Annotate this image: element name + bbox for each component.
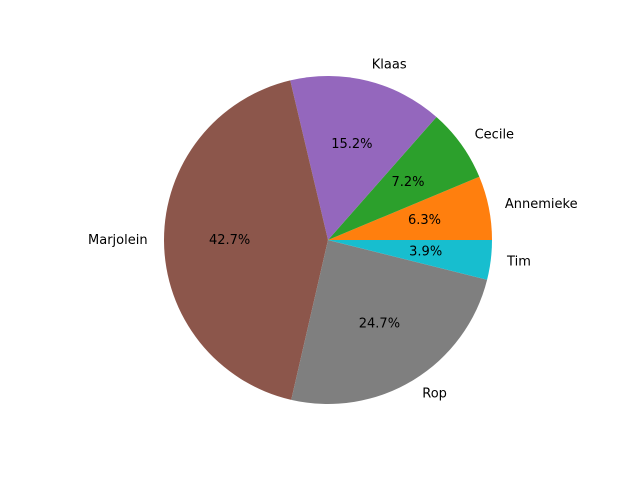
slice-percent-annemieke: 6.3% [408,213,441,228]
slice-percent-marjolein: 42.7% [209,233,250,248]
slice-percent-klaas: 15.2% [331,137,372,152]
pie-slice-klaas [290,76,437,241]
pie-labels: Annemieke 6.3% Cecile 7.2% Klaas 15.2% Marjole… [88,57,578,401]
pie-slice-rop [291,240,488,405]
slice-percent-cecile: 7.2% [391,175,424,190]
pie-slice-annemieke [328,176,492,240]
slice-label-marjolein: Marjolein [88,233,148,248]
slice-label-rop: Rop [422,386,447,401]
pie-slice-marjolein [163,80,328,400]
slice-percent-tim: 3.9% [409,245,442,260]
slice-label-tim: Tim [506,255,531,270]
pie-slices [163,76,492,405]
slice-percent-rop: 24.7% [359,316,400,331]
slice-label-klaas: Klaas [372,57,407,72]
slice-label-cecile: Cecile [475,127,514,142]
pie-slice-cecile [328,116,480,240]
slice-label-annemieke: Annemieke [505,197,578,212]
pie-slice-tim [328,240,492,280]
